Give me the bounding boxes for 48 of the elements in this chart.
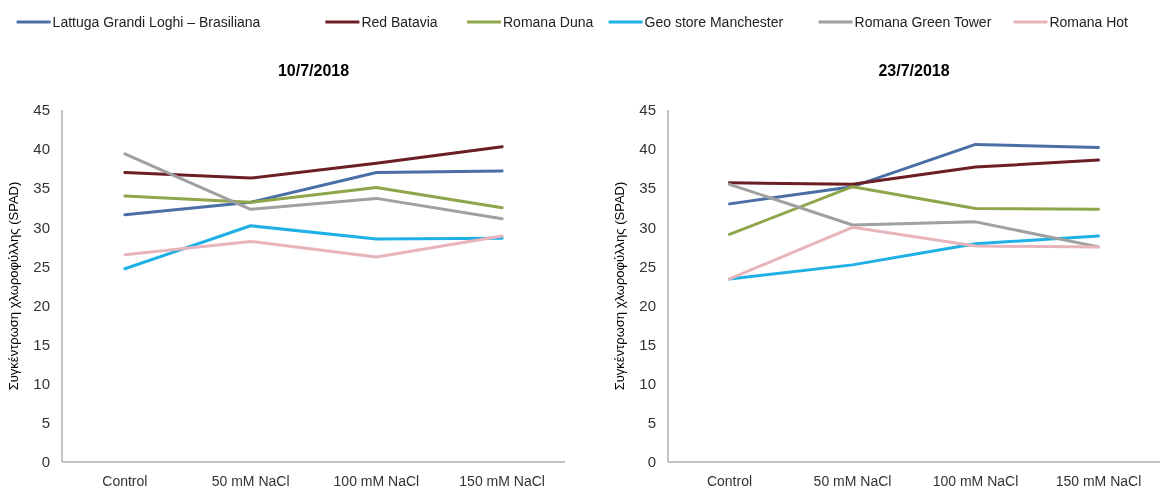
line-series: [123, 224, 504, 271]
x-tick-label: 150 mM NaCl: [459, 473, 545, 489]
y-tick-label: 5: [41, 414, 50, 432]
y-tick-label: 25: [33, 257, 50, 275]
y-axis-title: Συγκέντρωση χλωροφύλλης (SPAD): [612, 181, 627, 391]
y-tick-label: 0: [647, 453, 656, 471]
legend-label: Geo store Manchester: [644, 13, 784, 30]
y-tick-label: 15: [33, 335, 50, 353]
y-tick-label: 5: [647, 414, 656, 432]
y-tick-label: 30: [33, 218, 50, 236]
y-tick-label: 0: [41, 453, 50, 471]
x-tick-label: 50 mM NaCl: [813, 473, 892, 489]
line-series: [123, 169, 504, 217]
line-series: [123, 152, 504, 221]
line-series: [728, 185, 1100, 236]
legend-label: Red Batavia: [361, 13, 438, 30]
legend-label: Romana Duna: [503, 13, 594, 30]
x-tick-label: Control: [102, 473, 148, 489]
y-tick-label: 35: [33, 179, 50, 197]
line-series: [123, 145, 504, 180]
x-tick-label: Control: [706, 473, 753, 489]
legend-label: Romana Hot: [1049, 13, 1129, 30]
line-series: [728, 158, 1100, 186]
y-tick-label: 45: [639, 101, 656, 119]
x-tick-label: 100 mM NaCl: [333, 473, 420, 489]
y-tick-label: 15: [639, 335, 656, 353]
line-series: [123, 185, 504, 210]
y-tick-label: 45: [33, 101, 50, 119]
x-tick-label: 100 mM NaCl: [932, 473, 1019, 489]
y-tick-label: 10: [639, 375, 656, 393]
line-series: [123, 234, 504, 259]
legend-label: Romana Green Tower: [854, 13, 992, 30]
x-tick-label: 50 mM NaCl: [211, 473, 290, 489]
chart-title: 23/7/2018: [878, 62, 950, 79]
line-series: [728, 225, 1100, 281]
y-tick-label: 30: [639, 218, 656, 236]
legend-label: Lattuga Grandi Loghi – Brasiliana: [52, 13, 261, 30]
y-tick-label: 40: [33, 140, 50, 158]
line-series: [728, 142, 1100, 206]
y-axis-title: Συγκέντρωση χλωροφύλλης (SPAD): [6, 181, 21, 391]
y-tick-label: 35: [639, 179, 656, 197]
x-tick-label: 150 mM NaCl: [1055, 473, 1142, 489]
chart-title: 10/7/2018: [277, 62, 350, 79]
y-tick-label: 40: [639, 140, 656, 158]
y-tick-label: 25: [639, 257, 656, 275]
y-tick-label: 20: [639, 296, 656, 314]
y-tick-label: 10: [33, 375, 50, 393]
y-tick-label: 20: [33, 296, 50, 314]
